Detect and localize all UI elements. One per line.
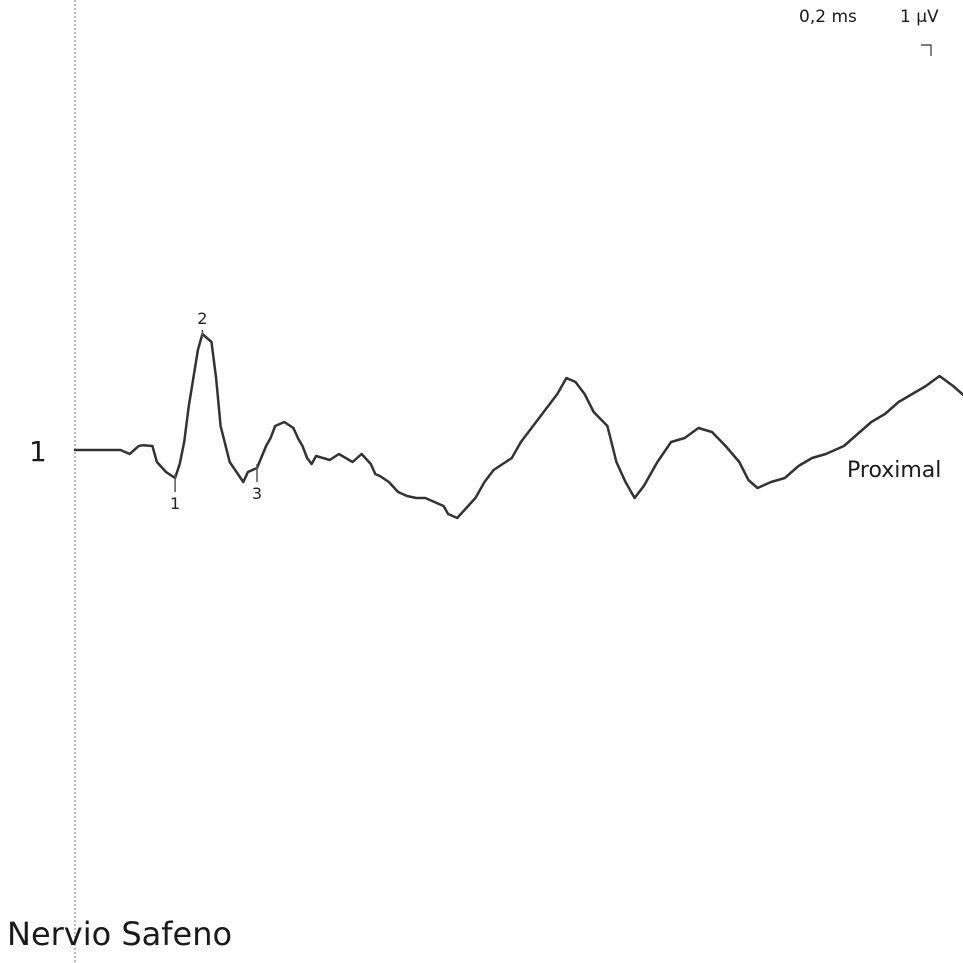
peak-marker-label-2: 2 [197,309,207,328]
trace-label: Proximal [847,458,942,483]
time-scale-label: 0,2 ms [799,7,857,27]
scale-bar-icon [921,44,932,56]
amplitude-scale-label: 1 µV [900,7,939,27]
nerve-title: Nervio Safeno [7,915,233,953]
peak-marker-label-1: 1 [170,494,180,513]
proximal-trace-line [73,332,963,520]
trace-number: 1 [29,435,47,468]
peak-markers: 1 2 3 [170,309,262,513]
peak-marker-label-3: 3 [252,484,262,503]
